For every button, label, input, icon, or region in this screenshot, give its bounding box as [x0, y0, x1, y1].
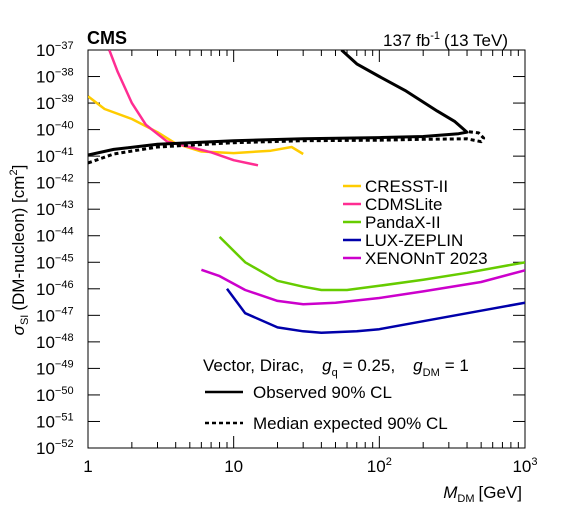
x-axis-title: MDM [GeV] — [443, 483, 522, 505]
y-tick-label: 10−42 — [36, 173, 74, 193]
x-tick-label: 1 — [83, 457, 92, 476]
y-tick-label: 10−47 — [36, 305, 74, 325]
plot-frame — [87, 49, 526, 449]
y-tick-label: 10−37 — [36, 40, 74, 60]
y-tick-label: 10−46 — [36, 279, 74, 299]
x-tick-label: 10 — [224, 457, 243, 476]
legend-label: XENONnT 2023 — [365, 249, 488, 268]
y-tick-label: 10−41 — [36, 146, 74, 166]
series-cresst-ii — [88, 95, 304, 156]
y-tick-label: 10−40 — [36, 120, 74, 140]
legend-label: CDMSLite — [365, 195, 442, 214]
legend-label: LUX-ZEPLIN — [365, 231, 463, 250]
y-tick-label: 10−44 — [36, 226, 74, 246]
series-observed-90-cl — [88, 50, 469, 157]
series-median-expected-90-cl — [88, 130, 486, 165]
legend-observed-label: Observed 90% CL — [253, 383, 392, 402]
y-tick-labels: 10−37 10−38 10−39 10−40 10−41 10−42 10−43 10−44… — [36, 40, 74, 458]
y-tick-label: 10−51 — [36, 411, 74, 431]
x-tick-label: 103 — [512, 456, 537, 476]
luminosity-label: 137 fb-1 (13 TeV) — [383, 30, 508, 50]
axis-ticks — [87, 49, 525, 449]
y-tick-label: 10−39 — [36, 93, 74, 113]
series-lux-zeplin — [225, 288, 525, 335]
series-xenonnt-2023 — [200, 268, 525, 306]
y-tick-label: 10−49 — [36, 358, 74, 378]
experiment-legend: CRESST-IICDMSLitePandaX-IILUX-ZEPLINXENO… — [343, 177, 488, 268]
y-tick-label: 10−45 — [36, 252, 74, 272]
series-pandax-ii — [218, 236, 525, 292]
x-tick-label: 102 — [367, 456, 392, 476]
legend-label: PandaX-II — [365, 213, 441, 232]
y-tick-label: 10−52 — [36, 438, 74, 458]
limit-curves — [88, 50, 525, 335]
y-tick-label: 10−38 — [36, 67, 74, 87]
x-tick-labels: 1 10 102 103 — [83, 456, 537, 476]
y-tick-label: 10−50 — [36, 385, 74, 405]
experiment-label: CMS — [87, 28, 127, 48]
y-tick-label: 10−48 — [36, 332, 74, 352]
y-tick-label: 10−43 — [36, 199, 74, 219]
y-axis-title: σSI(DM-nucleon) [cm2] — [8, 165, 31, 336]
legend-expected-label: Median expected 90% CL — [253, 414, 448, 433]
legend-label: CRESST-II — [365, 177, 448, 196]
model-parameters-text: Vector, Dirac, gq = 0.25, gDM = 1 — [203, 356, 469, 379]
series-cdmslite — [108, 50, 259, 167]
